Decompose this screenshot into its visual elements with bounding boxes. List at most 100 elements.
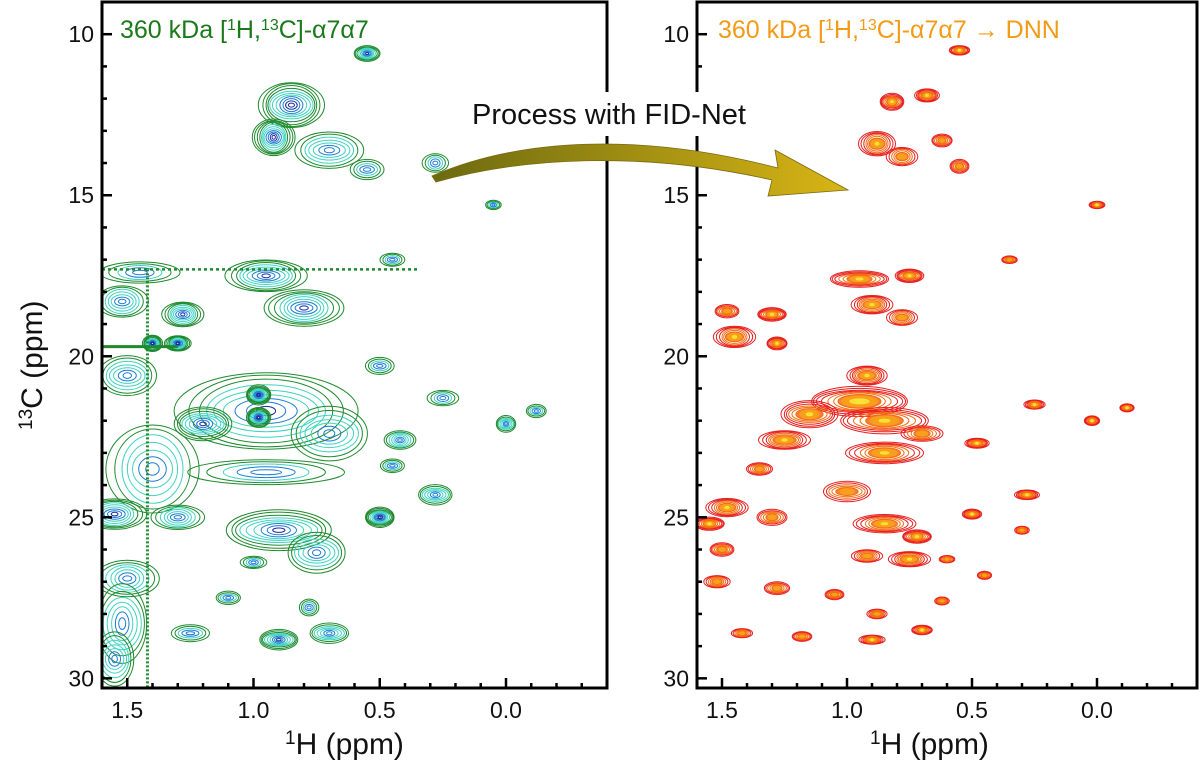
right-contour-level [842,409,927,433]
right-contour-level [1007,258,1012,262]
right-x-tick-label: 1.0 [831,697,863,723]
right-contour-level [715,501,739,514]
left-contour-level [249,411,268,424]
left-contour-level [192,417,214,430]
left-contour-level [432,160,439,166]
left-contour-level [302,544,331,562]
right-x-tick-label: 0.5 [956,697,988,723]
left-contour-level [397,438,403,442]
left-contour-level [179,410,227,437]
left-contour-level [103,508,126,520]
right-contour-level [752,464,767,474]
left-contour-level [366,509,394,526]
right-peak [714,304,740,319]
left-contour-level [299,305,309,311]
left-contour-level [502,421,510,427]
right-contour-level [724,309,730,313]
left-peak [257,82,325,128]
right-contour-level [855,277,864,281]
left-contour-level [111,654,118,664]
left-contour-level [294,131,365,169]
left-contour-level [167,303,199,326]
left-contour-level [310,422,348,445]
right-contour-level [710,543,734,556]
left-contour-level [264,633,294,647]
left-contour-level [175,309,191,319]
right-peak [976,570,993,580]
right-contour-level [723,329,746,344]
left-peak [246,407,272,428]
right-contour-level [719,548,725,551]
left-contour-level [222,463,310,481]
right-panel-title: 360 kDa [1H,13C]-α7α7 → DNN [718,16,1060,44]
left-contour-level [266,525,291,536]
left-contour-level [117,369,137,382]
right-contour-level [812,387,907,415]
right-contour-level [848,442,921,463]
left-contour-level [231,260,302,292]
left-contour-level [304,136,355,164]
right-contour-level [897,270,922,282]
right-contour-level [838,273,881,285]
right-contour-level [714,580,720,584]
right-contour-level [889,310,915,326]
right-contour-level [1032,403,1037,407]
right-contour-level [1119,403,1135,413]
right-y-tick-label: 15 [663,182,689,208]
left-contour-level [109,364,146,387]
left-contour-level [354,46,380,61]
right-contour-level [854,399,865,404]
left-contour-level [110,566,145,591]
right-contour-level [850,549,884,563]
left-contour-level [311,624,348,643]
right-contour-level [977,571,992,580]
right-contour-level [757,467,762,471]
left-peak [353,45,381,62]
right-peak [840,407,929,435]
right-contour-level [968,439,986,447]
right-contour-level [918,432,926,436]
left-contour-level [172,308,193,321]
left-contour-level [436,394,450,403]
right-contour-level [867,135,887,152]
right-contour-level [762,430,807,450]
left-contour-level [418,484,453,506]
right-contour-level [781,438,788,442]
left-y-tick-label: 30 [68,665,94,691]
right-contour-level [899,154,905,159]
left-contour-level [360,48,375,59]
left-peak [418,484,453,506]
right-contour-level [715,305,739,318]
right-contour-level [769,584,785,593]
left-contour-level [255,392,262,398]
right-contour-level [851,367,883,385]
right-contour-level [757,307,787,322]
left-contour-level [231,511,327,549]
left-contour-level [177,408,229,440]
left-contour-level [486,200,501,209]
left-y-tick-label: 15 [68,182,94,208]
right-contour-level [886,309,918,326]
left-contour-level [363,51,371,56]
right-contour-level [780,400,839,429]
right-contour-level [863,635,881,644]
left-x-tick-label: 1.5 [111,697,143,723]
left-contour-level [287,102,295,108]
right-contour-level [878,418,891,423]
right-contour-level [1020,528,1024,532]
left-contour-level [263,128,284,147]
right-contour-level [957,48,962,52]
left-contour-level [362,50,372,57]
left-contour-level [525,403,547,419]
right-contour-level [846,410,923,431]
right-contour-level [862,635,882,645]
right-peak [900,425,944,442]
left-contour-level [375,514,385,521]
right-contour-level [1025,493,1029,497]
left-contour-level [370,360,390,372]
left-contour-level [298,598,320,617]
right-contour-level [890,100,894,104]
left-contour-level [159,507,196,528]
right-contour-peaks [697,45,1135,645]
right-peak [791,631,813,642]
